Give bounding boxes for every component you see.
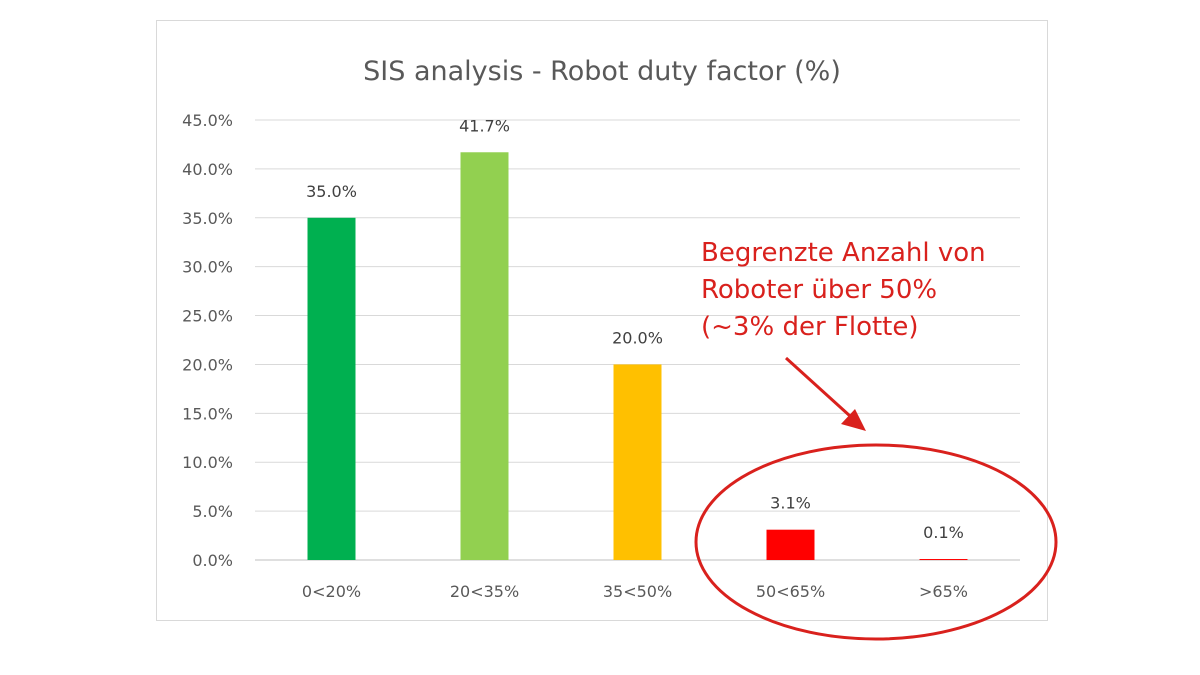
bar: [307, 217, 356, 560]
y-tick-label: 5.0%: [192, 502, 233, 521]
y-tick-label: 0.0%: [192, 551, 233, 570]
y-tick-label: 10.0%: [182, 453, 233, 472]
annotation-text-line: Roboter über 50%: [701, 275, 937, 305]
y-tick-label: 45.0%: [182, 111, 233, 130]
y-tick-label: 35.0%: [182, 209, 233, 228]
x-tick-label: 0<20%: [302, 582, 361, 601]
data-label: 41.7%: [459, 116, 510, 135]
annotation: Begrenzte Anzahl von Roboter über 50% (~3%…: [694, 238, 1058, 641]
x-tick-label: >65%: [919, 582, 968, 601]
bars: [307, 152, 968, 561]
x-tick-label: 50<65%: [756, 582, 825, 601]
data-labels: 35.0% 41.7% 20.0% 3.1% 0.1%: [306, 116, 964, 542]
data-label: 35.0%: [306, 182, 357, 201]
y-tick-label: 20.0%: [182, 355, 233, 374]
x-tick-label: 35<50%: [603, 582, 672, 601]
annotation-text-line: Begrenzte Anzahl von: [701, 238, 986, 268]
bar: [613, 364, 662, 560]
y-tick-label: 15.0%: [182, 404, 233, 423]
y-tick-label: 30.0%: [182, 258, 233, 277]
bar: [460, 152, 509, 560]
bar: [919, 559, 968, 561]
gridlines: [255, 119, 1020, 561]
y-tick-label: 25.0%: [182, 307, 233, 326]
bar: [766, 529, 815, 560]
annotation-arrowhead: [841, 409, 866, 431]
data-label: 20.0%: [612, 328, 663, 347]
data-label: 0.1%: [923, 523, 964, 542]
annotation-arrow: [784, 356, 852, 418]
chart-title: SIS analysis - Robot duty factor (%): [363, 56, 841, 87]
y-axis-tick-labels: 0.0% 5.0% 10.0% 15.0% 20.0% 25.0% 30.0% 35.0% 40…: [182, 111, 233, 570]
y-tick-label: 40.0%: [182, 160, 233, 179]
x-axis-tick-labels: 0<20% 20<35% 35<50% 50<65% >65%: [302, 582, 968, 601]
data-label: 3.1%: [770, 494, 811, 513]
x-tick-label: 20<35%: [450, 582, 519, 601]
highlight-ellipse: [694, 443, 1058, 641]
annotation-text-line: (~3% der Flotte): [701, 312, 919, 342]
